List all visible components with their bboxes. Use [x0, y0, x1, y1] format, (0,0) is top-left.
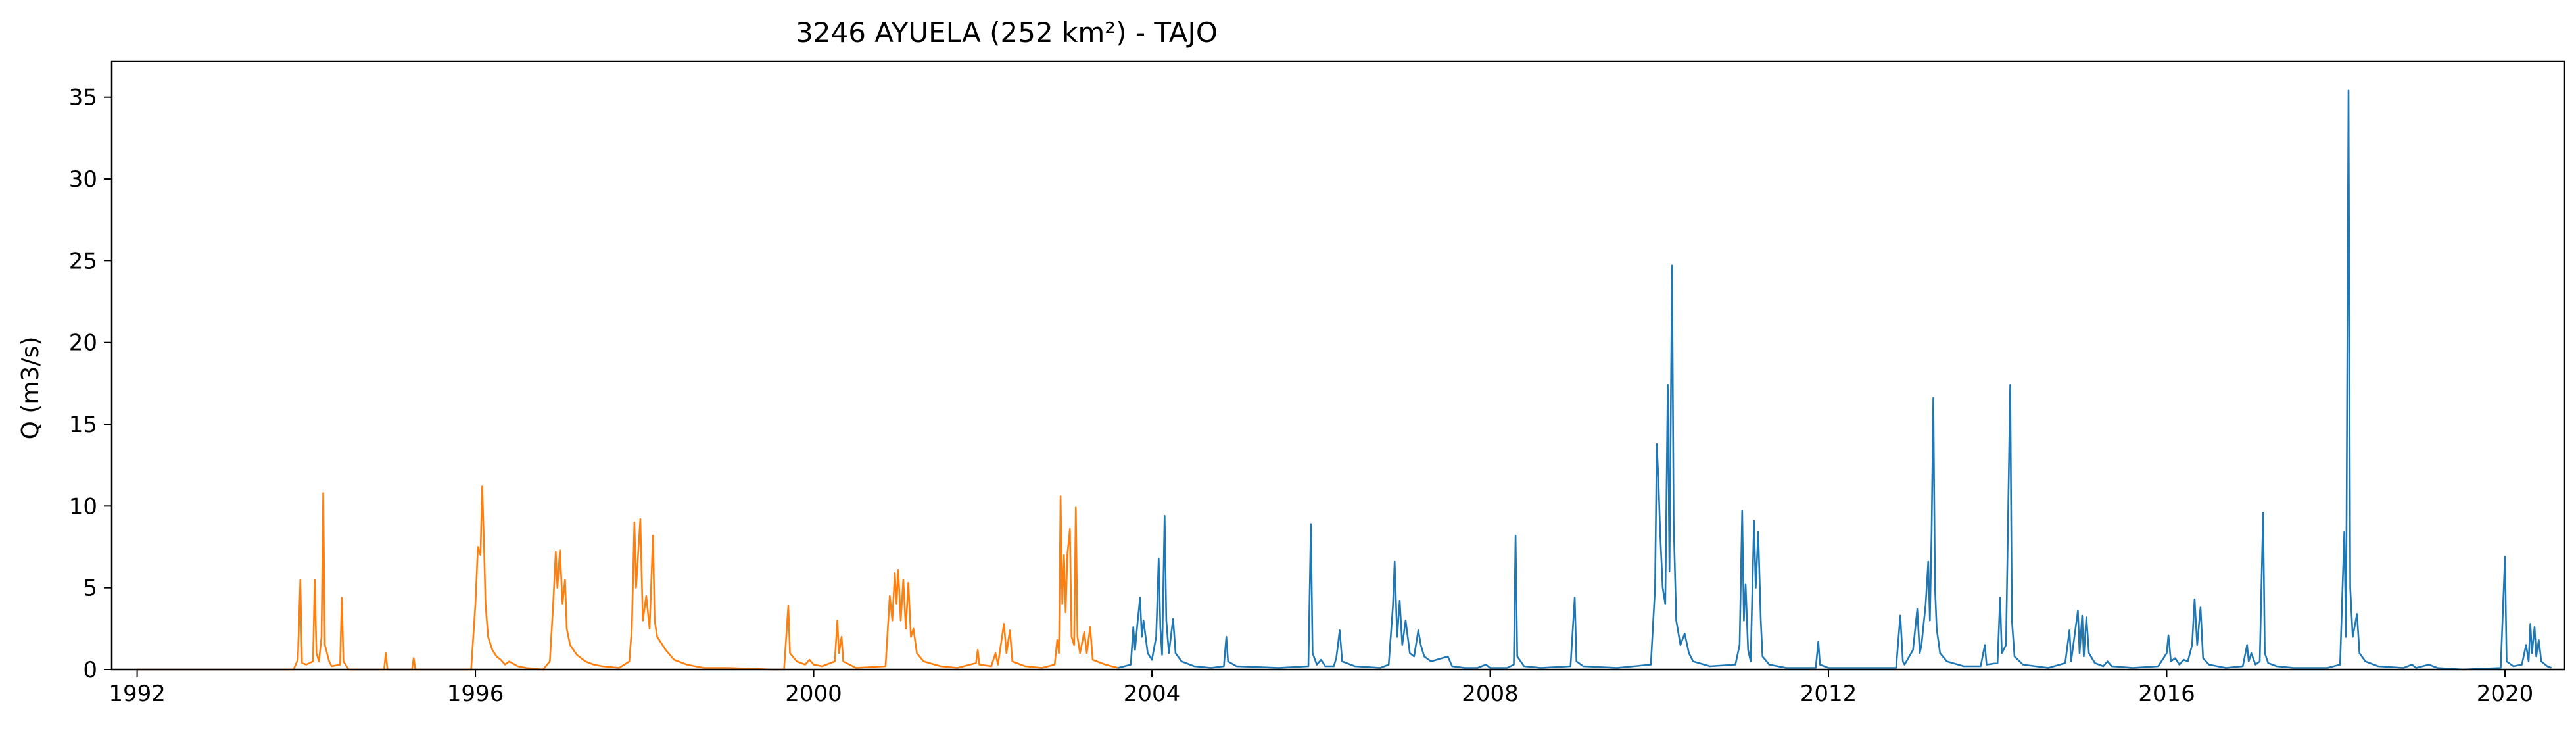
series-layer [137, 89, 2552, 671]
y-axis-label: Q (m3/s) [17, 337, 44, 440]
x-axis: 1992 1996 2000 2004 2008 2012 2016 2020 [108, 670, 2533, 707]
x-tick-label: 2000 [785, 681, 842, 707]
y-tick-label: 5 [83, 575, 97, 602]
x-tick-label: 1992 [108, 681, 166, 707]
y-tick-label: 20 [69, 330, 97, 356]
series-line-0 [137, 485, 1118, 671]
x-tick-label: 2012 [1800, 681, 1857, 707]
y-tick-label: 35 [69, 85, 97, 111]
x-tick-label: 1996 [447, 681, 504, 707]
y-tick-label: 10 [69, 493, 97, 520]
chart-title: 3246 AYUELA (252 km²) - TAJO [796, 16, 1218, 49]
series-line-1 [1118, 89, 2552, 671]
x-tick-label: 2004 [1124, 681, 1181, 707]
x-tick-label: 2020 [2477, 681, 2534, 707]
plot-frame [110, 60, 2565, 671]
y-axis: 0 5 10 15 20 25 30 35 [69, 85, 112, 683]
x-tick-label: 2016 [2138, 681, 2195, 707]
y-tick-label: 0 [83, 657, 97, 683]
x-tick-label: 2008 [1462, 681, 1519, 707]
y-tick-label: 30 [69, 166, 97, 193]
y-tick-label: 25 [69, 248, 97, 274]
y-tick-label: 15 [69, 412, 97, 438]
